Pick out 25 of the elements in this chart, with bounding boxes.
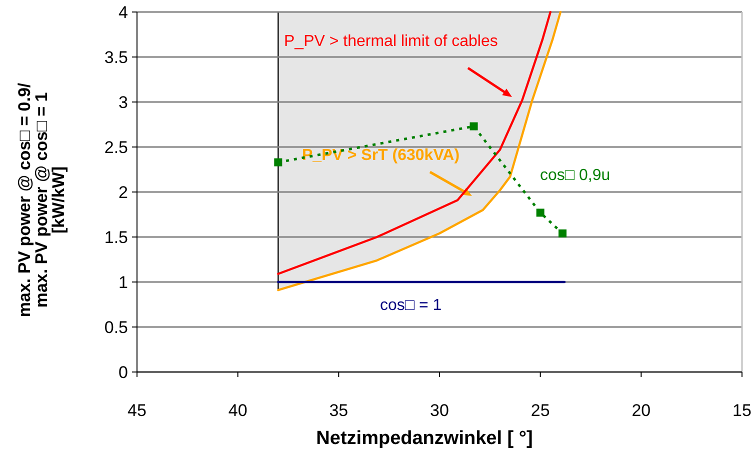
series-label: cos□ 0,9u <box>540 167 610 184</box>
y-tick-label: 3.5 <box>104 48 128 67</box>
point <box>274 158 282 166</box>
y-axis-title: max. PV power @ cos□ = 0.9/ max. PV power @ cos□ = 1 [kW/kW] <box>15 82 68 318</box>
y-tick-label: 2.5 <box>104 138 128 157</box>
y-tick-label: 3 <box>118 92 128 112</box>
series-label: cos□ = 1 <box>380 297 442 314</box>
point <box>558 229 567 238</box>
y-tick-label: 2 <box>118 182 128 202</box>
x-tick-label: 15 <box>732 401 752 420</box>
point <box>536 208 544 217</box>
x-tick-label: 45 <box>128 401 146 420</box>
x-tick-label: 20 <box>632 401 651 420</box>
x-tick-label: 35 <box>329 401 348 420</box>
x-axis-title: Netzimpedanzwinkel [ °] <box>316 428 533 449</box>
y-tick-label: 0 <box>118 362 128 382</box>
y-tick-label: 4 <box>118 2 128 22</box>
x-tick-label: 30 <box>430 401 449 420</box>
x-tick-label: 40 <box>228 401 248 420</box>
y-tick-label: 1 <box>118 272 128 292</box>
y-tick-label: 0.5 <box>104 318 128 337</box>
point <box>470 122 478 130</box>
x-tick-label: 25 <box>530 401 550 420</box>
y-tick-label: 1.5 <box>104 228 128 247</box>
text: P_PV > thermal limit of cables <box>284 33 498 50</box>
